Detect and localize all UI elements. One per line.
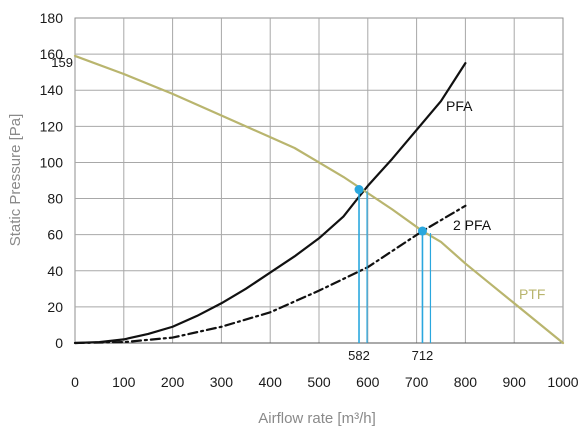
grid — [74, 17, 564, 344]
operating-point-712 — [417, 226, 427, 236]
x-tick-label-700: 700 — [405, 374, 429, 390]
y-tick-label-60: 60 — [47, 227, 63, 243]
x-tick-label-100: 100 — [112, 374, 136, 390]
x-tick-label-800: 800 — [454, 374, 478, 390]
x-axis-ticks: 0 100 200 300 400 500 600 700 800 900 1000 — [71, 374, 579, 390]
series-label-ptf: PTF — [519, 286, 545, 302]
y-tick-label-140: 140 — [40, 82, 64, 98]
y-tick-label-40: 40 — [47, 263, 63, 279]
x-tick-label-500: 500 — [307, 374, 331, 390]
operating-point-label-582: 582 — [348, 348, 370, 363]
series-label-2-pfa: 2 PFA — [453, 217, 492, 233]
series-label-pfa: PFA — [446, 98, 473, 114]
x-tick-label-400: 400 — [259, 374, 283, 390]
annotation-159: 159 — [51, 55, 73, 70]
operating-point-label-712: 712 — [412, 348, 434, 363]
x-tick-label-1000: 1000 — [547, 374, 578, 390]
y-tick-label-180: 180 — [40, 10, 64, 26]
x-tick-label-200: 200 — [161, 374, 185, 390]
operating-point-582 — [354, 185, 364, 195]
labels: 159 PFA 2 PFA PTF — [51, 55, 545, 302]
y-axis-ticks: 0 20 40 60 80 100 120 140 160 180 — [40, 10, 64, 351]
series-lines — [73, 54, 565, 345]
x-tick-label-300: 300 — [210, 374, 234, 390]
x-tick-label-0: 0 — [71, 374, 79, 390]
y-tick-label-20: 20 — [47, 299, 63, 315]
y-tick-label-80: 80 — [47, 191, 63, 207]
operating-points: 582 712 — [348, 185, 433, 363]
x-tick-label-600: 600 — [356, 374, 380, 390]
series-line-pfa — [73, 62, 467, 345]
y-axis-title: Static Pressure [Pa] — [7, 114, 24, 247]
series-line-ptf — [73, 54, 565, 345]
x-tick-label-900: 900 — [503, 374, 527, 390]
series-line-2-pfa — [73, 204, 467, 345]
x-axis-title: Airflow rate [m³/h] — [258, 410, 376, 427]
y-tick-label-0: 0 — [55, 335, 63, 351]
y-tick-label-120: 120 — [40, 118, 64, 134]
y-tick-label-100: 100 — [40, 154, 64, 170]
y-tick-label-160: 160 — [40, 46, 64, 62]
